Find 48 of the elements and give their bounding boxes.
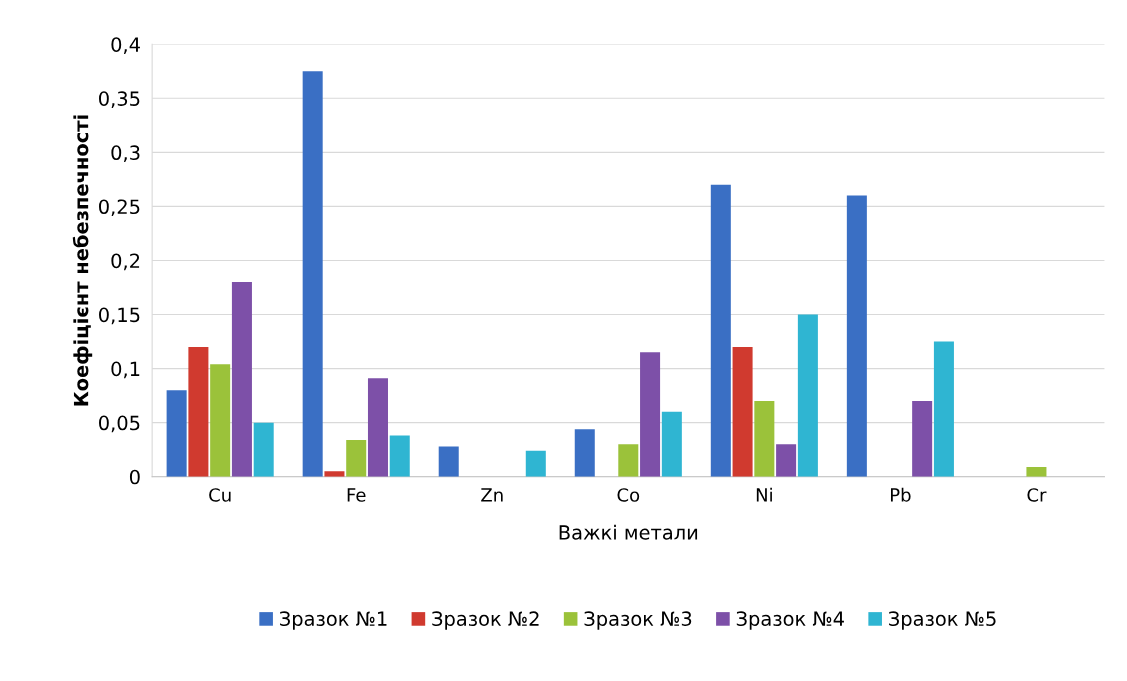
bar — [253, 422, 274, 477]
legend-label: Зразок №5 — [889, 611, 996, 630]
y-tick-label: 0,4 — [111, 37, 140, 54]
bar — [846, 195, 867, 477]
y-tick-label: 0,1 — [111, 361, 140, 379]
bar — [732, 346, 753, 477]
bar — [166, 390, 187, 477]
x-tick-label: Cr — [1027, 488, 1047, 502]
y-tick-label: 0,2 — [111, 253, 140, 271]
bar — [389, 435, 410, 477]
x-tick-label: Ni — [756, 487, 772, 502]
x-tick-label: Co — [617, 488, 640, 502]
bar — [438, 446, 459, 477]
legend-label: Зразок №1 — [280, 611, 387, 630]
legend-label: Зразок №2 — [432, 611, 539, 630]
x-tick-label: Pb — [890, 487, 911, 502]
bar — [754, 401, 775, 477]
bar — [710, 184, 731, 477]
y-tick-label: 0,25 — [99, 199, 140, 217]
bar — [661, 411, 682, 477]
y-tick-label: 0 — [129, 469, 140, 485]
bar — [210, 364, 231, 477]
legend-label: Зразок №3 — [584, 611, 692, 630]
bar — [324, 471, 345, 477]
y-axis-title: Коефіцієнт небезпечності — [72, 115, 93, 406]
bar — [912, 401, 933, 477]
bar — [525, 450, 546, 477]
y-tick-label: 0,05 — [99, 415, 140, 433]
x-tick-label: Zn — [481, 488, 503, 502]
bar — [346, 439, 367, 477]
bar — [640, 352, 661, 477]
bar — [367, 378, 388, 477]
bar — [1026, 466, 1047, 477]
bar — [574, 429, 595, 477]
x-tick-label: Cu — [209, 488, 231, 502]
x-axis-title: Важкі метали — [559, 524, 698, 540]
bar — [302, 71, 323, 477]
bar — [933, 341, 954, 477]
bar — [797, 314, 818, 477]
bar — [776, 444, 797, 477]
bar — [188, 346, 209, 477]
x-tick-label: Fe — [347, 488, 366, 502]
legend-label: Зразок №4 — [736, 611, 844, 630]
bar — [618, 444, 639, 477]
y-tick-label: 0,15 — [99, 307, 140, 325]
y-tick-label: 0,3 — [111, 145, 140, 163]
y-tick-label: 0,35 — [99, 91, 140, 108]
bar — [231, 282, 252, 477]
